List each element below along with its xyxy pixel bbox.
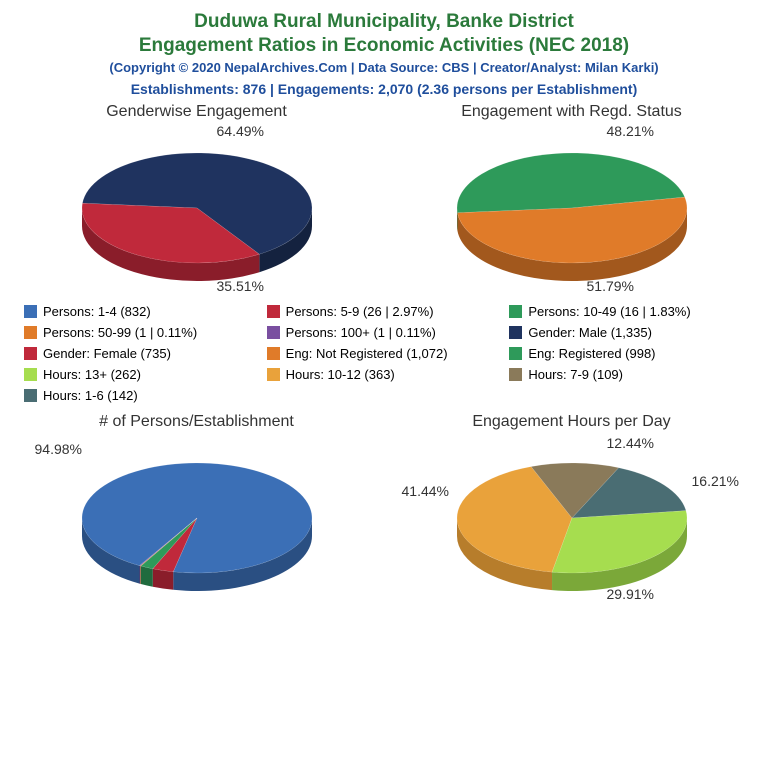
legend-swatch (509, 305, 522, 318)
hours-label-13p: 29.91% (607, 586, 654, 602)
legend-swatch (267, 305, 280, 318)
hours-label-1012: 41.44% (402, 483, 449, 499)
regd-chart-title: Engagement with Regd. Status (392, 103, 752, 121)
legend-swatch (24, 305, 37, 318)
legend-text: Eng: Registered (998) (528, 346, 655, 361)
hours-label-16: 16.21% (692, 473, 739, 489)
legend-swatch (24, 347, 37, 360)
hours-chart-box: Engagement Hours per Day 41.44% 12.44% 1… (392, 413, 752, 608)
legend-item: Persons: 50-99 (1 | 0.11%) (24, 325, 259, 340)
legend-text: Persons: 5-9 (26 | 2.97%) (286, 304, 434, 319)
legend-text: Gender: Female (735) (43, 346, 171, 361)
hours-pie (392, 433, 752, 608)
gender-chart-title: Genderwise Engagement (17, 103, 377, 121)
legend-swatch (509, 368, 522, 381)
legend-item: Persons: 10-49 (16 | 1.83%) (509, 304, 744, 319)
legend-item: Gender: Male (1,335) (509, 325, 744, 340)
charts-row-2: # of Persons/Establishment 94.98% Engage… (14, 413, 754, 608)
hours-label-79: 12.44% (607, 435, 654, 451)
infographic-container: Duduwa Rural Municipality, Banke Distric… (0, 0, 768, 768)
legend: Persons: 1-4 (832) Persons: 5-9 (26 | 2.9… (14, 304, 754, 403)
regd-chart-box: Engagement with Regd. Status 48.21% 51.7… (392, 103, 752, 298)
legend-item: Eng: Not Registered (1,072) (267, 346, 502, 361)
legend-text: Hours: 13+ (262) (43, 367, 141, 382)
legend-swatch (24, 368, 37, 381)
gender-chart-box: Genderwise Engagement 64.49% 35.51% (17, 103, 377, 298)
legend-item: Persons: 100+ (1 | 0.11%) (267, 325, 502, 340)
gender-chart-wrap: 64.49% 35.51% (17, 123, 377, 298)
legend-text: Persons: 10-49 (16 | 1.83%) (528, 304, 690, 319)
title-line-1: Duduwa Rural Municipality, Banke Distric… (194, 11, 574, 32)
legend-text: Hours: 7-9 (109) (528, 367, 623, 382)
persons-chart-wrap: 94.98% (17, 433, 377, 608)
legend-text: Gender: Male (1,335) (528, 325, 652, 340)
persons-chart-box: # of Persons/Establishment 94.98% (17, 413, 377, 608)
legend-item: Persons: 5-9 (26 | 2.97%) (267, 304, 502, 319)
legend-text: Hours: 10-12 (363) (286, 367, 395, 382)
regd-label-reg: 48.21% (607, 123, 654, 139)
legend-text: Hours: 1-6 (142) (43, 388, 138, 403)
legend-text: Persons: 1-4 (832) (43, 304, 151, 319)
copyright-line: (Copyright © 2020 NepalArchives.Com | Da… (14, 60, 754, 75)
legend-item: Hours: 7-9 (109) (509, 367, 744, 382)
legend-swatch (24, 389, 37, 402)
title-line-2: Engagement Ratios in Economic Activities… (139, 35, 629, 56)
legend-text: Eng: Not Registered (1,072) (286, 346, 448, 361)
legend-item: Gender: Female (735) (24, 346, 259, 361)
regd-label-notreg: 51.79% (587, 278, 634, 294)
legend-text: Persons: 100+ (1 | 0.11%) (286, 325, 436, 340)
regd-pie (392, 123, 752, 298)
legend-item: Hours: 13+ (262) (24, 367, 259, 382)
page-title: Duduwa Rural Municipality, Banke Distric… (14, 10, 754, 58)
legend-swatch (267, 326, 280, 339)
gender-label-female: 35.51% (217, 278, 264, 294)
regd-chart-wrap: 48.21% 51.79% (392, 123, 752, 298)
persons-pie (17, 433, 377, 608)
gender-label-male: 64.49% (217, 123, 264, 139)
stat-line: Establishments: 876 | Engagements: 2,070… (14, 81, 754, 97)
hours-chart-wrap: 41.44% 12.44% 16.21% 29.91% (392, 433, 752, 608)
legend-item: Persons: 1-4 (832) (24, 304, 259, 319)
hours-chart-title: Engagement Hours per Day (392, 413, 752, 431)
legend-swatch (509, 326, 522, 339)
legend-swatch (509, 347, 522, 360)
charts-row-1: Genderwise Engagement 64.49% 35.51% Enga… (14, 103, 754, 298)
persons-label-main: 94.98% (35, 441, 82, 457)
legend-swatch (267, 368, 280, 381)
persons-chart-title: # of Persons/Establishment (17, 413, 377, 431)
legend-item: Eng: Registered (998) (509, 346, 744, 361)
legend-item: Hours: 10-12 (363) (267, 367, 502, 382)
legend-swatch (24, 326, 37, 339)
gender-pie (17, 123, 377, 298)
legend-swatch (267, 347, 280, 360)
legend-item: Hours: 1-6 (142) (24, 388, 259, 403)
legend-text: Persons: 50-99 (1 | 0.11%) (43, 325, 197, 340)
